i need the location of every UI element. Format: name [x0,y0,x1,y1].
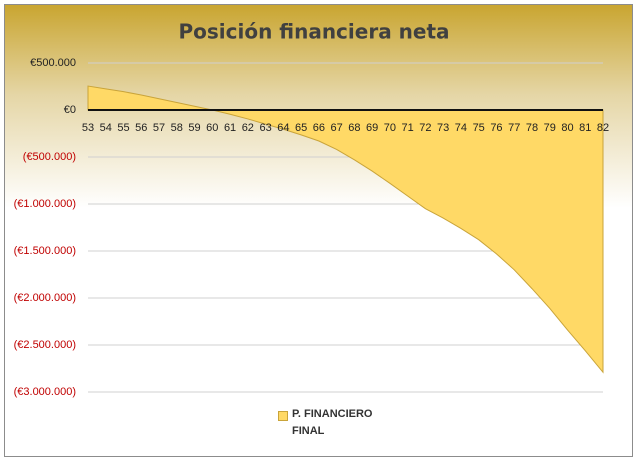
x-tick-label: 80 [561,122,573,134]
x-tick-label: 59 [188,122,200,134]
x-tick-label: 81 [579,122,591,134]
x-tick-label: 75 [473,122,485,134]
x-tick-label: 69 [366,122,378,134]
x-tick-label: 74 [455,122,467,134]
y-tick-label: (€1.500.000) [14,245,76,257]
x-tick-label: 58 [171,122,183,134]
x-tick-label: 66 [313,122,325,134]
x-tick-label: 54 [100,122,112,134]
y-tick-label: (€2.500.000) [14,339,76,351]
y-tick-label: (€2.000.000) [14,292,76,304]
legend: P. FINANCIERO FINAL [278,408,387,440]
x-tick-label: 70 [384,122,396,134]
x-tick-label: 63 [259,122,271,134]
x-tick-label: 72 [419,122,431,134]
x-tick-label: 73 [437,122,449,134]
legend-label: P. FINANCIERO FINAL [292,408,373,437]
y-tick-label: €500.000 [30,57,76,69]
x-tick-label: 77 [508,122,520,134]
chart-title: Posición financiera neta [178,20,449,44]
x-tick-label: 65 [295,122,307,134]
x-tick-label: 64 [277,122,289,134]
x-tick-label: 82 [597,122,609,134]
x-tick-label: 68 [348,122,360,134]
x-tick-label: 76 [490,122,502,134]
x-tick-label: 53 [82,122,94,134]
x-tick-label: 79 [544,122,556,134]
y-tick-label: (€500.000) [23,151,76,163]
y-tick-label: €0 [64,104,76,116]
x-tick-label: 57 [153,122,165,134]
x-tick-label: 78 [526,122,538,134]
x-tick-label: 60 [206,122,218,134]
x-tick-label: 61 [224,122,236,134]
x-tick-label: 56 [135,122,147,134]
x-tick-label: 71 [402,122,414,134]
x-tick-label: 55 [117,122,129,134]
area [87,85,604,374]
y-tick-label: (€3.000.000) [14,386,76,398]
x-tick-label: 67 [330,122,342,134]
y-tick-label: (€1.000.000) [14,198,76,210]
x-tick-label: 62 [242,122,254,134]
legend-swatch [278,411,288,421]
